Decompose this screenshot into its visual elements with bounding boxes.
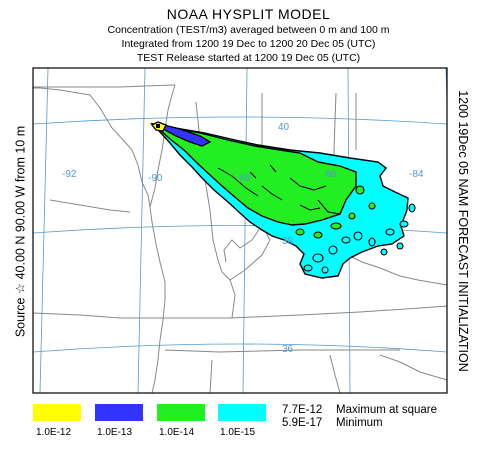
maximum-square bbox=[156, 124, 160, 128]
integration-period: Integrated from 1200 19 Dec to 1200 20 D… bbox=[121, 38, 376, 50]
plume-fragments bbox=[295, 185, 416, 274]
lat-label-38: 38 bbox=[282, 236, 294, 247]
lon-label-92: -92 bbox=[62, 169, 77, 180]
release-start: TEST Release started at 1200 19 Dec 05 (… bbox=[136, 52, 361, 64]
lat-label-36: 36 bbox=[282, 344, 294, 355]
legend-swatch-1e-14 bbox=[157, 404, 205, 421]
lon-label-84: -84 bbox=[409, 169, 424, 180]
lat-label-40: 40 bbox=[278, 122, 290, 133]
lon-label-88: -88 bbox=[236, 173, 251, 184]
maximum-label: Maximum at square bbox=[336, 404, 437, 416]
model-title: NOAA HYSPLIT MODEL bbox=[166, 6, 331, 22]
source-location-label: Source ☆ 40.00 N 90.00 W from 10 m bbox=[13, 125, 28, 338]
grid-coordinate-labels: -92 -90 -88 -86 -84 40 38 36 bbox=[62, 122, 424, 355]
legend-swatch-1e-15 bbox=[218, 404, 266, 421]
plume-contour-1e-14 bbox=[151, 122, 357, 226]
plume-contour-1e-13 bbox=[158, 122, 212, 147]
legend-swatch-1e-12 bbox=[33, 404, 81, 421]
minimum-label: Minimum bbox=[336, 417, 383, 429]
map-frame bbox=[32, 67, 448, 394]
legend-label-1e-12: 1.0E-12 bbox=[36, 427, 72, 438]
legend-label-1e-14: 1.0E-14 bbox=[159, 427, 195, 438]
minimum-value: 5.9E-17 bbox=[282, 417, 323, 429]
legend-swatch-1e-13 bbox=[95, 404, 143, 421]
lon-label-90: -90 bbox=[148, 173, 163, 184]
forecast-initialization-label: 1200 19Dec 05 NAM FORECAST INITIALIZATIO… bbox=[456, 90, 470, 372]
plume-inner-contours bbox=[217, 164, 341, 215]
concentration-subtitle: Concentration (TEST/m3) averaged between… bbox=[107, 24, 390, 36]
lon-label-86: -86 bbox=[322, 169, 337, 180]
maximum-value: 7.7E-12 bbox=[282, 404, 323, 416]
legend-label-1e-15: 1.0E-15 bbox=[220, 427, 256, 438]
legend-label-1e-13: 1.0E-13 bbox=[97, 427, 133, 438]
